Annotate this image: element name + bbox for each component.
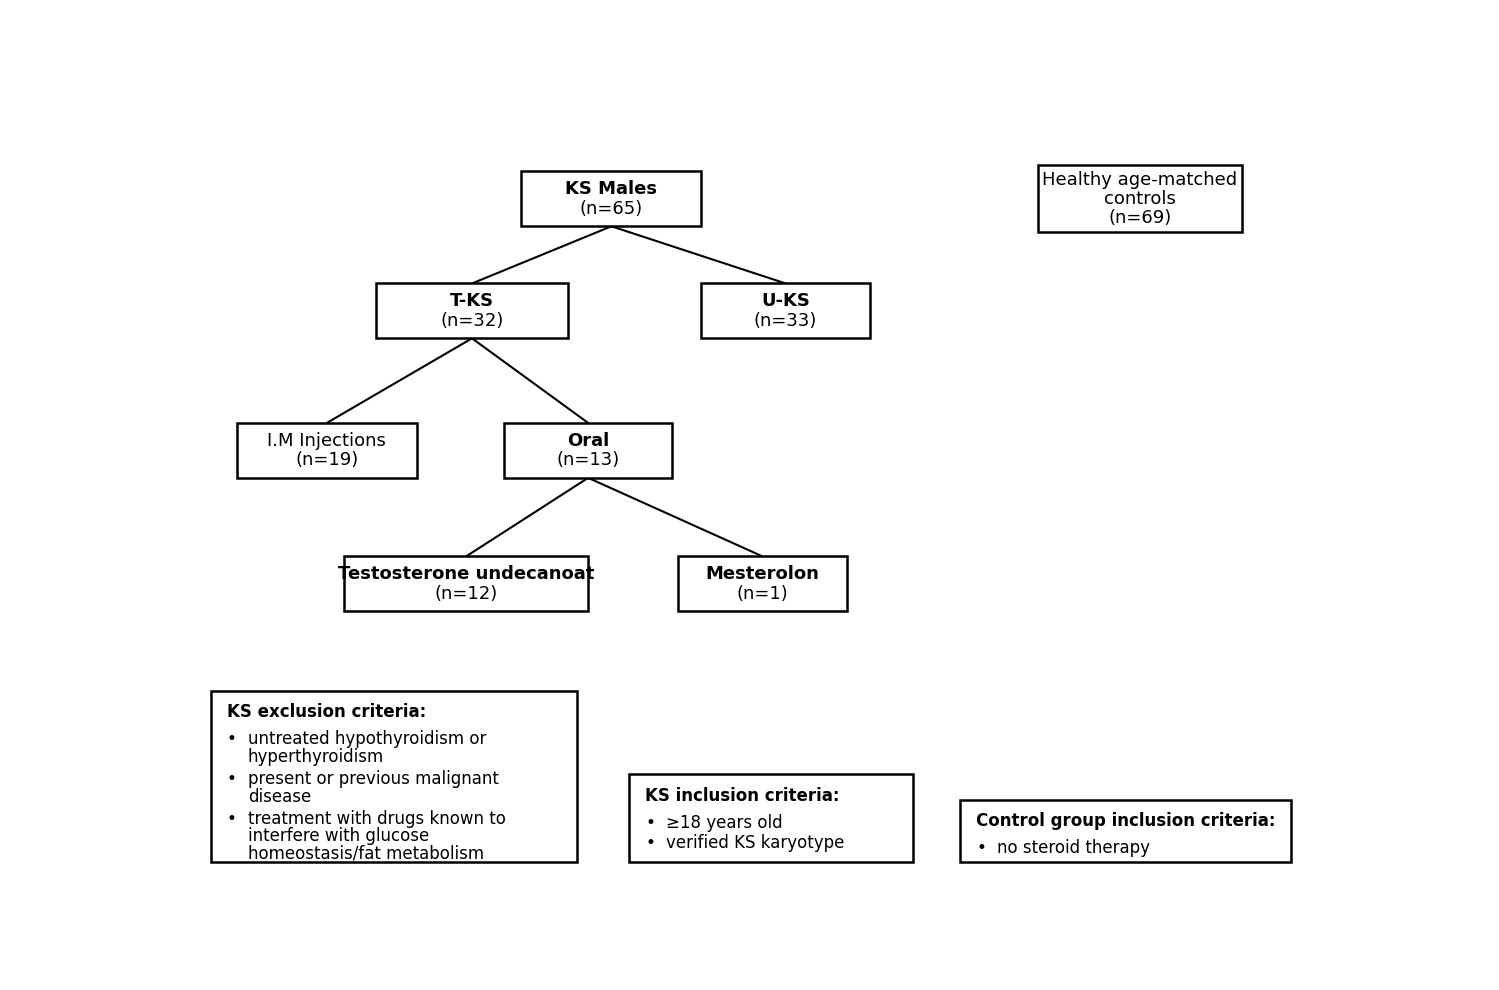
Text: KS exclusion criteria:: KS exclusion criteria: bbox=[226, 703, 426, 721]
FancyBboxPatch shape bbox=[522, 171, 702, 227]
FancyBboxPatch shape bbox=[210, 691, 577, 862]
Text: controls: controls bbox=[1105, 190, 1175, 208]
FancyBboxPatch shape bbox=[237, 423, 417, 478]
Text: •: • bbox=[645, 835, 655, 852]
Text: (n=19): (n=19) bbox=[295, 451, 358, 469]
Text: •: • bbox=[226, 770, 237, 788]
Text: Oral: Oral bbox=[567, 432, 609, 449]
FancyBboxPatch shape bbox=[345, 556, 588, 611]
Text: present or previous malignant: present or previous malignant bbox=[247, 770, 499, 788]
FancyBboxPatch shape bbox=[504, 423, 673, 478]
Text: Control group inclusion criteria:: Control group inclusion criteria: bbox=[976, 812, 1276, 830]
Text: (n=65): (n=65) bbox=[580, 200, 643, 218]
Text: treatment with drugs known to: treatment with drugs known to bbox=[247, 810, 505, 829]
Text: (n=13): (n=13) bbox=[556, 451, 619, 469]
Text: KS Males: KS Males bbox=[565, 180, 658, 198]
Text: •: • bbox=[226, 810, 237, 829]
FancyBboxPatch shape bbox=[959, 800, 1291, 862]
Text: untreated hypothyroidism or: untreated hypothyroidism or bbox=[247, 731, 486, 748]
Text: •: • bbox=[976, 840, 986, 857]
Text: homeostasis/fat metabolism: homeostasis/fat metabolism bbox=[247, 844, 484, 863]
Text: Testosterone undecanoat: Testosterone undecanoat bbox=[337, 565, 595, 583]
Text: (n=33): (n=33) bbox=[754, 312, 817, 330]
FancyBboxPatch shape bbox=[376, 283, 568, 339]
Text: U-KS: U-KS bbox=[761, 292, 809, 310]
Text: hyperthyroidism: hyperthyroidism bbox=[247, 747, 384, 766]
Text: verified KS karyotype: verified KS karyotype bbox=[666, 835, 844, 852]
Text: interfere with glucose: interfere with glucose bbox=[247, 828, 429, 845]
Text: (n=12): (n=12) bbox=[435, 585, 498, 603]
Text: Mesterolon: Mesterolon bbox=[706, 565, 820, 583]
Text: (n=69): (n=69) bbox=[1108, 209, 1172, 227]
Text: (n=1): (n=1) bbox=[736, 585, 788, 603]
Text: Healthy age-matched: Healthy age-matched bbox=[1042, 171, 1238, 189]
FancyBboxPatch shape bbox=[1039, 165, 1241, 233]
FancyBboxPatch shape bbox=[702, 283, 869, 339]
Text: •: • bbox=[226, 731, 237, 748]
Text: T-KS: T-KS bbox=[450, 292, 495, 310]
Text: •: • bbox=[645, 815, 655, 833]
Text: no steroid therapy: no steroid therapy bbox=[997, 840, 1150, 857]
Text: ≥18 years old: ≥18 years old bbox=[666, 815, 782, 833]
FancyBboxPatch shape bbox=[630, 774, 913, 862]
Text: disease: disease bbox=[247, 788, 310, 806]
Text: (n=32): (n=32) bbox=[441, 312, 504, 330]
FancyBboxPatch shape bbox=[678, 556, 847, 611]
Text: KS inclusion criteria:: KS inclusion criteria: bbox=[645, 787, 839, 805]
Text: I.M Injections: I.M Injections bbox=[267, 432, 387, 449]
